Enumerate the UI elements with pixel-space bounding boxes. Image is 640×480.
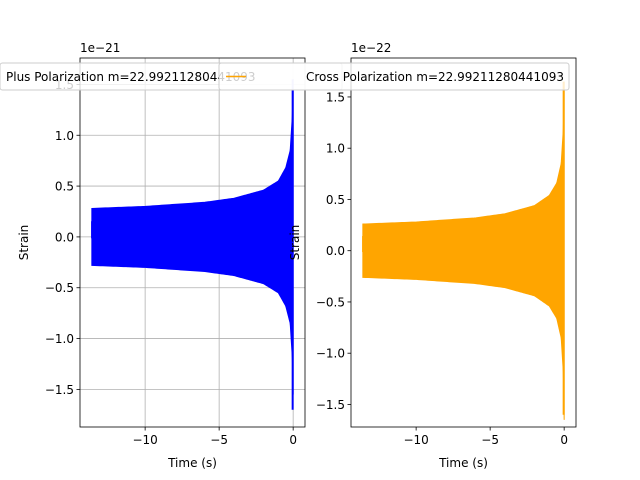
chart-2: −10 −5 0 −1.5 −1.0 −0.5 0.0 0.5 1.0 1.5 Time (s) St… [288, 41, 577, 470]
axes-frame [350, 57, 577, 428]
x-axis-label: Time (s) [167, 456, 217, 470]
y-tick-label: 1.0 [55, 129, 74, 143]
series-1-waveform [91, 79, 294, 395]
axes-frame [79, 57, 306, 428]
y-tick-label: −1.0 [316, 347, 345, 361]
y-tick-label: 0.0 [326, 244, 345, 258]
y-tick-label: 1.0 [326, 142, 345, 156]
y-tick-label: −1.5 [45, 383, 74, 397]
y-scale-offset-label: 1e−22 [351, 41, 391, 55]
legend-box [218, 62, 570, 91]
y-axis-label: Strain [288, 225, 302, 261]
y-tick-label: −0.5 [316, 295, 345, 309]
y-tick-label: −1.0 [45, 332, 74, 346]
x-tick-label: −10 [132, 433, 157, 447]
y-tick-label: 0.5 [55, 180, 74, 194]
series-1-waveform [362, 81, 565, 420]
y-tick-label: 1.5 [326, 90, 345, 104]
y-tick-label: −0.5 [45, 281, 74, 295]
y-tick-label: 0.5 [326, 193, 345, 207]
x-tick-label: −5 [210, 433, 228, 447]
y-axis-label: Strain [17, 225, 31, 261]
x-tick-label: 0 [289, 433, 297, 447]
legend-label: Cross Polarization m=22.99211280441093 [306, 70, 564, 84]
x-tick-label: −5 [481, 433, 499, 447]
y-tick-label: −1.5 [316, 398, 345, 412]
x-axis-label: Time (s) [438, 456, 488, 470]
x-tick-label: −10 [403, 433, 428, 447]
y-scale-offset-label: 1e−21 [80, 41, 120, 55]
x-tick-label: 0 [560, 433, 568, 447]
legend-2: Cross Polarization m=22.99211280441093 [218, 62, 570, 91]
y-tick-label: 0.0 [55, 230, 74, 244]
legend-label: Plus Polarization m=22.99211280441093 [6, 70, 256, 84]
